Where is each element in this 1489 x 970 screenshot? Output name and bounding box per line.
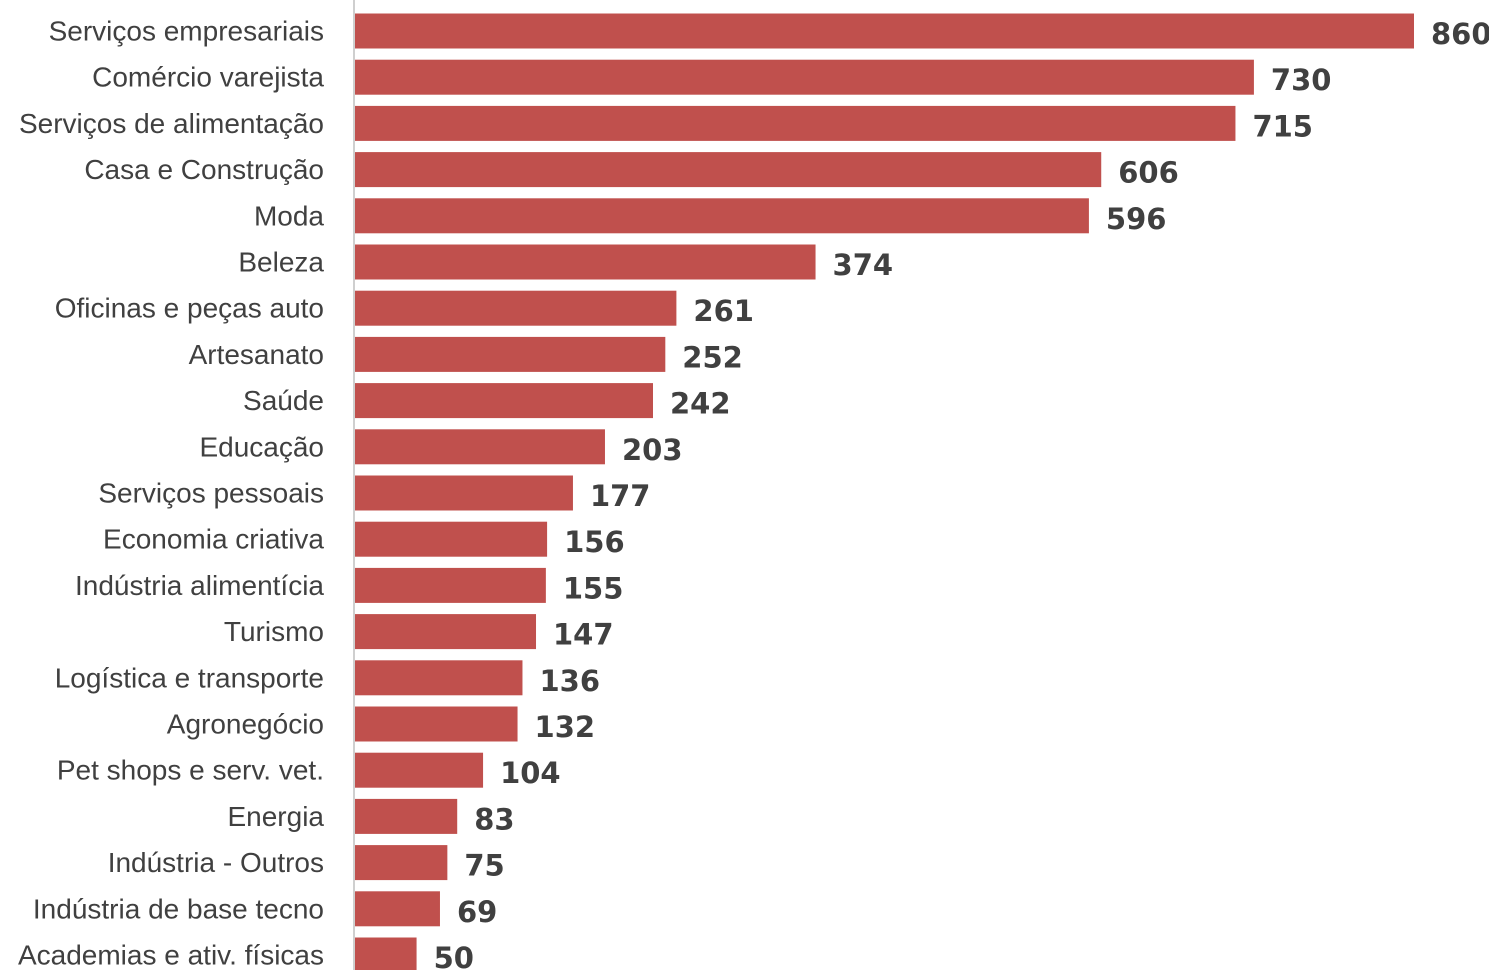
- bar: [355, 152, 1102, 188]
- category-label: Indústria alimentícia: [75, 570, 324, 601]
- bar: [355, 798, 458, 834]
- data-label: 69: [457, 895, 497, 929]
- data-label: 83: [474, 802, 514, 836]
- bar: [355, 383, 653, 419]
- bar: [355, 429, 605, 465]
- bar: [355, 521, 548, 557]
- data-label: 132: [535, 710, 596, 744]
- bar: [355, 614, 537, 650]
- data-label: 156: [564, 525, 625, 559]
- category-label: Saúde: [243, 385, 324, 416]
- bar: [355, 660, 523, 696]
- category-label: Pet shops e serv. vet.: [57, 755, 324, 786]
- category-label: Serviços pessoais: [98, 478, 324, 509]
- bar: [355, 59, 1254, 95]
- bar: [355, 105, 1236, 141]
- category-label: Academias e ativ. físicas: [18, 940, 324, 970]
- bars: [355, 13, 1414, 970]
- bar: [355, 752, 484, 788]
- bar: [355, 706, 518, 742]
- data-label: 155: [563, 571, 624, 605]
- bar: [355, 244, 816, 280]
- bar: [355, 336, 666, 372]
- category-label: Comércio varejista: [92, 62, 324, 93]
- category-label: Serviços de alimentação: [19, 108, 324, 139]
- category-label: Artesanato: [189, 339, 324, 370]
- data-label: 715: [1252, 109, 1313, 143]
- data-label: 261: [693, 294, 754, 328]
- value-labels: 860 730 715 606 596 374 261 252 242 203 177 156 155 1…: [434, 17, 1489, 970]
- category-label: Indústria - Outros: [108, 847, 324, 878]
- category-label: Turismo: [224, 616, 324, 647]
- category-label: Moda: [254, 200, 324, 231]
- bar: [355, 891, 440, 927]
- bar: [355, 567, 546, 603]
- category-label: Logística e transporte: [55, 662, 324, 693]
- data-label: 147: [553, 618, 614, 652]
- data-label: 203: [622, 433, 683, 467]
- data-label: 104: [500, 756, 561, 790]
- data-label: 252: [682, 340, 743, 374]
- data-label: 374: [833, 248, 894, 282]
- bar: [355, 198, 1089, 234]
- category-label: Serviços empresariais: [49, 16, 324, 47]
- data-label: 50: [434, 941, 474, 970]
- data-label: 242: [670, 387, 731, 421]
- bar: [355, 475, 573, 511]
- category-label: Casa e Construção: [84, 154, 324, 185]
- category-label: Energia: [227, 801, 324, 832]
- category-label: Agronegócio: [167, 709, 324, 740]
- category-label: Beleza: [238, 247, 324, 278]
- bar: [355, 290, 677, 326]
- data-label: 75: [464, 849, 504, 883]
- bar: [355, 13, 1414, 49]
- category-label: Oficinas e peças auto: [55, 293, 324, 324]
- data-label: 136: [539, 664, 600, 698]
- category-label: Indústria de base tecno: [33, 893, 324, 924]
- category-labels: Serviços empresariais Comércio varejista S…: [18, 16, 324, 970]
- data-label: 596: [1106, 202, 1167, 236]
- bar: [355, 937, 417, 970]
- category-label: Educação: [199, 431, 324, 462]
- bar: [355, 845, 448, 881]
- data-label: 860: [1431, 17, 1489, 51]
- data-label: 730: [1271, 63, 1332, 97]
- data-label: 177: [590, 479, 651, 513]
- data-label: 606: [1118, 156, 1179, 190]
- category-label: Economia criativa: [103, 524, 324, 555]
